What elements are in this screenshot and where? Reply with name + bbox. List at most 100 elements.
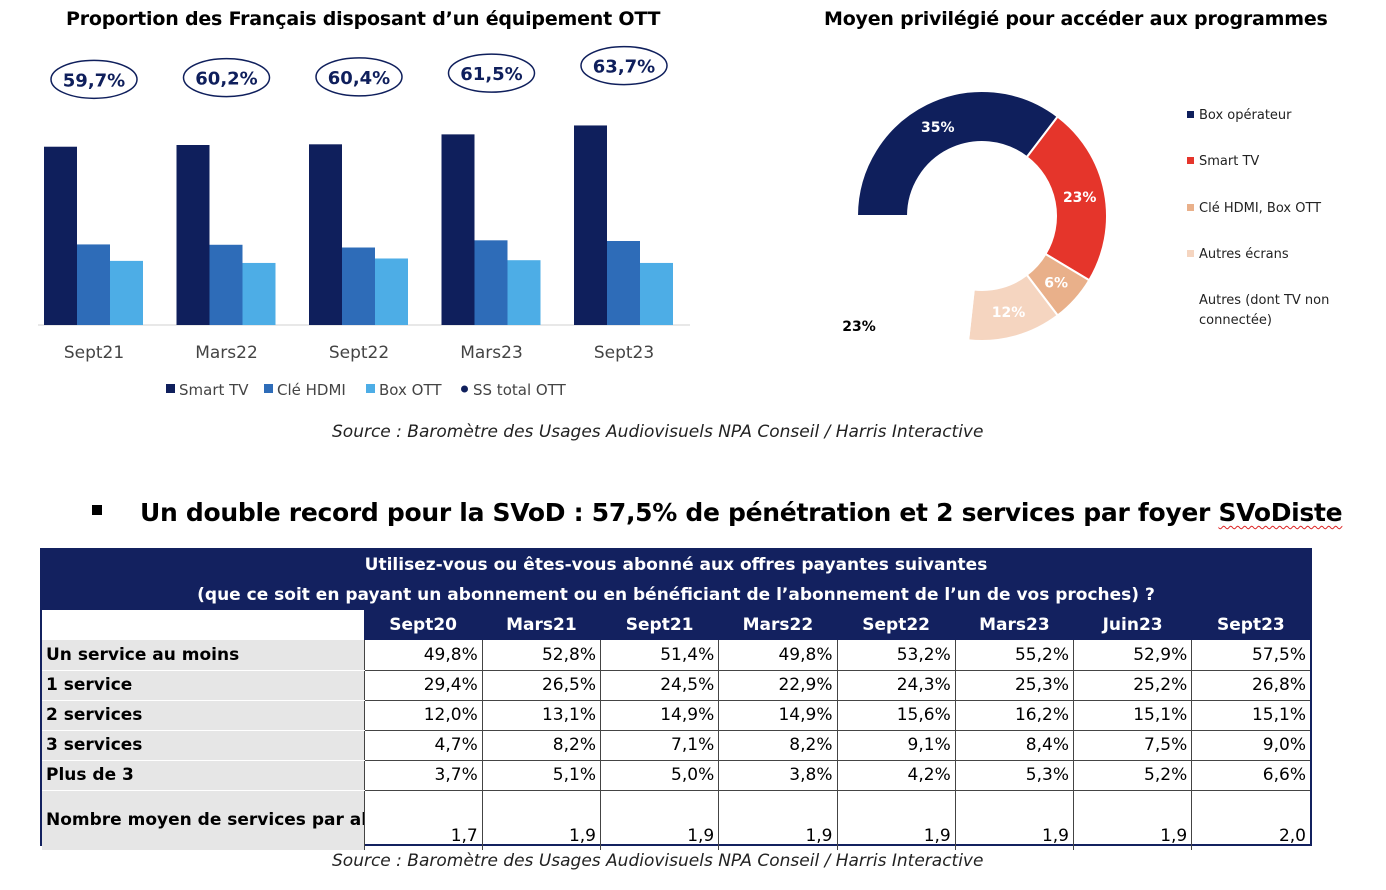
table-cell: 14,9% [599, 700, 719, 731]
table-cell: 24,5% [599, 670, 719, 701]
table-cell: 3,8% [718, 760, 837, 791]
row-label: 2 services [42, 700, 364, 731]
table-cell: 1,9 [481, 790, 601, 850]
total-ott-label: 60,4% [328, 68, 390, 89]
legend-swatch [264, 384, 273, 393]
table-cell: 49,8% [718, 640, 837, 671]
table-column-header: Mars22 [718, 610, 837, 640]
legend-swatch [166, 384, 175, 393]
bar-chart-source: Source : Baromètre des Usages Audiovisue… [332, 422, 984, 442]
table-cell: 52,9% [1072, 640, 1192, 671]
legend-swatch [1187, 204, 1194, 211]
legend-swatch [1187, 250, 1194, 257]
bar-smart-tv [176, 145, 210, 325]
bar-cl-hdmi [607, 241, 640, 325]
donut-slice-label: 6% [1044, 275, 1068, 291]
donut-slice-label: 35% [921, 120, 955, 136]
table-cell: 53,2% [836, 640, 956, 671]
total-ott-label: 61,5% [460, 64, 522, 85]
table-cell: 1,9 [1072, 790, 1192, 850]
headline: Un double record pour la SVoD : 57,5% de… [140, 498, 1343, 527]
table-cell: 25,2% [1072, 670, 1192, 701]
donut-slice-label: 12% [992, 305, 1026, 321]
total-ott-marker [50, 59, 138, 100]
table-column-header: Sept22 [837, 610, 956, 640]
legend-label: Box opérateur [1199, 108, 1292, 123]
legend-label: Autres (dont TV non connectée) [1199, 293, 1329, 328]
svod-table: Utilisez-vous ou êtes-vous abonné aux of… [42, 550, 1310, 850]
table-cell: 26,5% [481, 670, 601, 701]
total-ott-marker [580, 45, 668, 86]
donut-slice-label: 23% [1063, 190, 1097, 206]
table-cell: 13,1% [481, 700, 601, 731]
svod-table-container: Utilisez-vous ou êtes-vous abonné aux of… [40, 548, 1312, 850]
table-cell: 3,7% [363, 760, 483, 791]
table-row: 1 service 29,4% 26,5% 24,5% 22,9% 24,3% 25,3% 2… [42, 670, 1310, 701]
bar-smart-tv [44, 146, 77, 325]
row-label: 1 service [42, 670, 364, 701]
bar-smart-tv [309, 144, 342, 325]
headline-bullet-icon [92, 505, 102, 515]
table-cell: 16,2% [954, 700, 1074, 731]
table-cell: 7,5% [1072, 730, 1192, 761]
row-label: 3 services [42, 730, 364, 761]
table-cell: 15,6% [836, 700, 956, 731]
donut-slice [855, 90, 1060, 217]
table-cell: 15,1% [1191, 700, 1310, 731]
row-label: Nombre moyen de services par abonné [42, 790, 364, 850]
total-ott-label: 60,2% [195, 69, 257, 90]
table-cell: 1,9 [954, 790, 1074, 850]
legend-label: SS total OTT [473, 381, 567, 399]
legend-label: Box OTT [379, 381, 442, 399]
table-cell: 51,4% [599, 640, 719, 671]
table-cell: 8,4% [954, 730, 1074, 761]
donut-slice-label: 23% [842, 319, 876, 335]
table-cell: 2,0 [1191, 790, 1310, 850]
table-column-header: Sept23 [1191, 610, 1310, 640]
legend-swatch [461, 385, 468, 393]
table-cell: 49,8% [363, 640, 483, 671]
table-cell: 22,9% [718, 670, 837, 701]
table-cell: 1,9 [718, 790, 837, 850]
table-cell: 55,2% [954, 640, 1074, 671]
table-row: Un service au moins 49,8% 52,8% 51,4% 49,8% 5… [42, 640, 1310, 671]
bar-box-ott [507, 260, 541, 325]
bar-chart-title: Proportion des Français disposant d’un é… [66, 8, 661, 30]
table-column-header: Sept20 [364, 610, 483, 640]
total-ott-label: 59,7% [63, 70, 125, 91]
table-cell: 57,5% [1191, 640, 1310, 671]
table-cell: 29,4% [363, 670, 483, 701]
row-label: Un service au moins [42, 640, 364, 671]
x-tick-label: Mars23 [460, 343, 523, 363]
table-row: 2 services 12,0% 13,1% 14,9% 14,9% 15,6% 16,2%… [42, 700, 1310, 731]
donut-slice [855, 215, 975, 342]
bar-box-ott [640, 262, 673, 325]
table-cell: 1,9 [599, 790, 719, 850]
donut-chart-title: Moyen privilégié pour accéder aux progra… [824, 8, 1328, 30]
bar-box-ott [110, 260, 143, 325]
table-row: 3 services 4,7% 8,2% 7,1% 8,2% 9,1% 8,4% 7,5% 9,… [42, 730, 1310, 761]
table-cell: 1,9 [836, 790, 956, 850]
legend-label: Clé HDMI, Box OTT [1199, 201, 1321, 216]
table-cell: 5,1% [481, 760, 601, 791]
table-cell: 5,3% [954, 760, 1074, 791]
bar-cl-hdmi [209, 244, 243, 325]
table-cell: 12,0% [363, 700, 483, 731]
total-ott-marker [182, 57, 271, 98]
x-tick-label: Sept21 [64, 343, 124, 363]
table-cell: 4,7% [363, 730, 483, 761]
table-cell: 14,9% [718, 700, 837, 731]
table-source: Source : Baromètre des Usages Audiovisue… [332, 851, 984, 871]
x-tick-label: Sept22 [329, 343, 389, 363]
table-cell: 52,8% [481, 640, 601, 671]
table-column-header: Sept21 [600, 610, 719, 640]
ott-bar-chart: 59,7% Sept21 60,2% Mars22 60,4% Sept22 61,5% Ma… [38, 45, 690, 399]
table-question-line1: Utilisez-vous ou êtes-vous abonné aux of… [42, 550, 1310, 580]
table-cell: 26,8% [1191, 670, 1310, 701]
legend-swatch [366, 384, 375, 393]
bar-box-ott [375, 258, 408, 325]
total-ott-label: 63,7% [593, 57, 655, 78]
table-column-header: Mars23 [955, 610, 1074, 640]
table-cell: 6,6% [1191, 760, 1310, 791]
table-cell: 25,3% [954, 670, 1074, 701]
